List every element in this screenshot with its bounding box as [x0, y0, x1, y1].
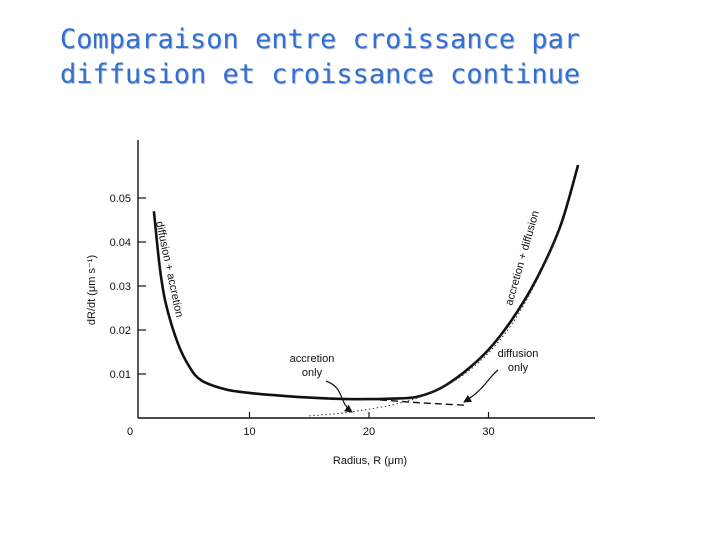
series-line-2: [368, 398, 465, 406]
arrow-diffusion-only: [463, 369, 499, 403]
series-line-0: [152, 164, 580, 401]
x-tick-label: 20: [363, 426, 375, 438]
y-tick-label: 0.04: [110, 237, 131, 249]
annotation-diffusion-only-line2: only: [508, 362, 529, 374]
y-tick-label: 0.05: [110, 193, 131, 205]
annotation-accretion-only-line1: accretion: [290, 353, 335, 365]
arrow-accretion-only: [325, 380, 353, 413]
x-tick-label: 10: [243, 426, 255, 438]
y-tick-label: 0.01: [110, 369, 131, 381]
annotation-diffusion-only-line1: diffusion: [498, 348, 539, 360]
annotation-accretion-diffusion: accretion + diffusion: [503, 209, 542, 306]
slide-title-line-2: diffusion et croissance continue: [60, 59, 581, 90]
x-axis-title: Radius, R (μm): [333, 455, 407, 467]
y-tick-label: 0.03: [110, 281, 131, 293]
slide-title-line-1: Comparaison entre croissance par: [60, 24, 581, 55]
slide-title: Comparaison entre croissance par diffusi…: [60, 22, 680, 92]
y-tick-label: 0.02: [110, 325, 131, 337]
x-tick-label: 30: [482, 426, 494, 438]
annotation-accretion-only-line2: only: [302, 367, 323, 379]
x-tick-label: 0: [127, 426, 133, 438]
y-axis-title: dR/dt (μm s⁻¹): [86, 255, 98, 325]
annotation-diffusion-accretion: diffusion + accretion: [153, 220, 185, 318]
